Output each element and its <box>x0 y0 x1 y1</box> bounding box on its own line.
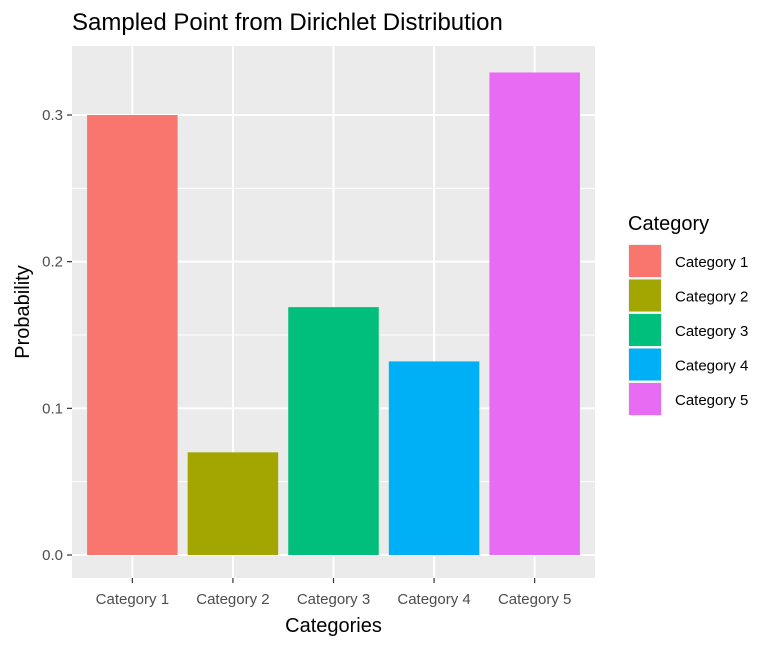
y-axis: 0.0 0.1 0.2 0.3 <box>42 107 72 564</box>
legend-label: Category 5 <box>675 392 748 409</box>
legend-items: Category 1 Category 2 Category 3 Category 4… <box>628 244 748 416</box>
x-tick-label: Category 3 <box>297 591 370 608</box>
legend-swatch <box>629 245 661 277</box>
y-axis-title: Probability <box>12 265 34 358</box>
bar <box>388 361 480 555</box>
x-axis: Category 1 Category 2 Category 3 Category 4… <box>96 578 571 608</box>
x-tick-label: Category 1 <box>96 591 169 608</box>
legend-label: Category 4 <box>675 358 748 375</box>
y-tick-label: 0.3 <box>42 107 63 124</box>
legend-label: Category 1 <box>675 254 748 271</box>
y-tick-label: 0.0 <box>42 547 63 564</box>
legend-title: Category <box>628 213 709 235</box>
y-tick-label: 0.1 <box>42 400 63 417</box>
bar <box>489 72 580 555</box>
x-tick-label: Category 5 <box>498 591 571 608</box>
bar <box>187 452 279 555</box>
legend-swatch <box>629 314 661 346</box>
bar <box>87 115 178 555</box>
bars <box>87 72 580 555</box>
legend-swatch <box>629 279 661 312</box>
x-tick-label: Category 4 <box>397 591 470 608</box>
chart-title: Sampled Point from Dirichlet Distributio… <box>72 9 503 36</box>
legend-swatch <box>629 383 661 415</box>
bar <box>288 307 379 555</box>
x-axis-title: Categories <box>285 615 382 637</box>
legend-swatch <box>629 348 661 381</box>
x-tick-label: Category 2 <box>196 591 269 608</box>
y-tick-label: 0.2 <box>42 254 63 271</box>
legend-label: Category 2 <box>675 289 748 306</box>
legend-label: Category 3 <box>675 323 748 340</box>
